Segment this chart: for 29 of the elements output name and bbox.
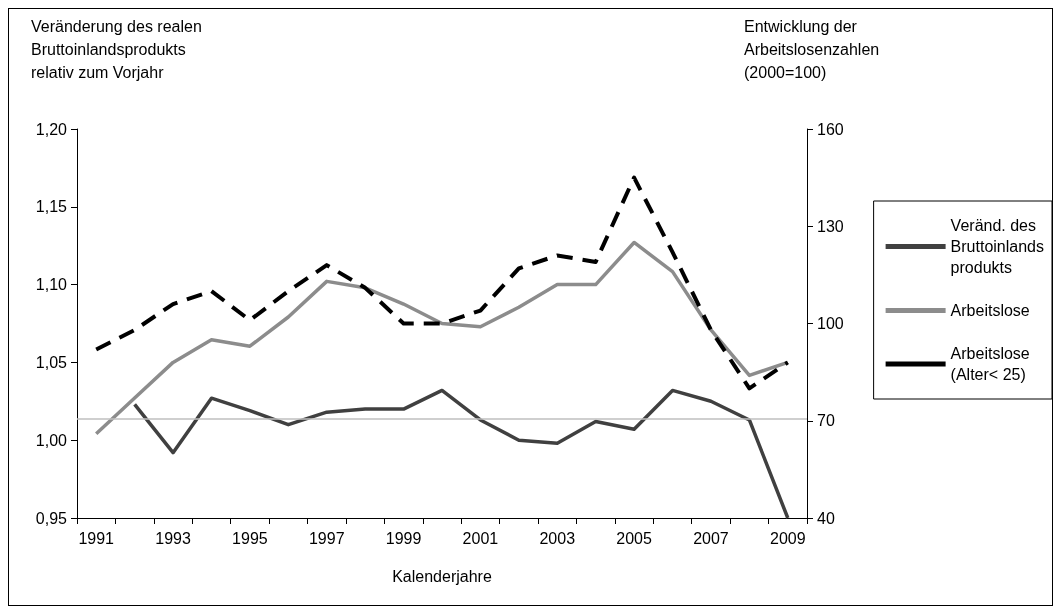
legend-label: Veränd. des Bruttoinlands produkts — [950, 217, 1044, 276]
legend-label: Arbeitslose (Alter< 25) — [950, 345, 1030, 383]
line-series — [132, 388, 790, 520]
y2-tick-label: 130 — [817, 217, 844, 235]
y-tick-label: 0,95 — [35, 509, 68, 527]
y-tick-label: 1,10 — [35, 276, 68, 294]
x-tick-label: 1999 — [385, 529, 422, 547]
y-tick-label: 1,15 — [35, 198, 68, 216]
x-tick-label: 2001 — [462, 529, 499, 547]
y2-tick-label: 40 — [817, 509, 835, 527]
y2-tick-label: 70 — [817, 412, 835, 430]
line-series — [94, 175, 790, 391]
y2-tick-label: 100 — [817, 315, 844, 332]
y-tick-label: 1,05 — [35, 353, 68, 371]
y-axis-title: Veränderung des realen Bruttoinlandsprodukts relativ zum Vorjahr — [31, 18, 202, 81]
x-tick-label: 2005 — [616, 529, 652, 547]
legend-label: Arbeitslose — [950, 302, 1030, 319]
x-tick-label: 2007 — [693, 529, 729, 547]
y2-axis-title: Entwicklung der Arbeitslosenzahlen (2000=100) — [744, 18, 880, 81]
x-axis-title: Kalenderjahre — [392, 567, 492, 585]
x-tick-label: 1993 — [155, 529, 191, 547]
y2-tick-label: 160 — [817, 120, 844, 138]
y-tick-label: 1,00 — [35, 431, 68, 449]
x-tick-label: 1991 — [78, 529, 115, 547]
x-tick-label: 2003 — [539, 529, 576, 547]
y-tick-label: 1,20 — [35, 120, 68, 138]
x-tick-label: 2009 — [769, 529, 806, 547]
x-tick-label: 1997 — [308, 529, 345, 547]
x-tick-label: 1995 — [232, 529, 268, 547]
